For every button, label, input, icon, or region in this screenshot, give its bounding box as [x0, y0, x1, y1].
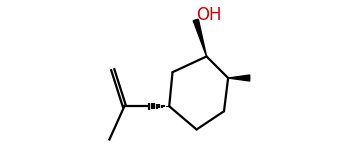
Polygon shape [193, 19, 207, 56]
Text: OH: OH [196, 6, 222, 24]
Polygon shape [228, 75, 250, 81]
